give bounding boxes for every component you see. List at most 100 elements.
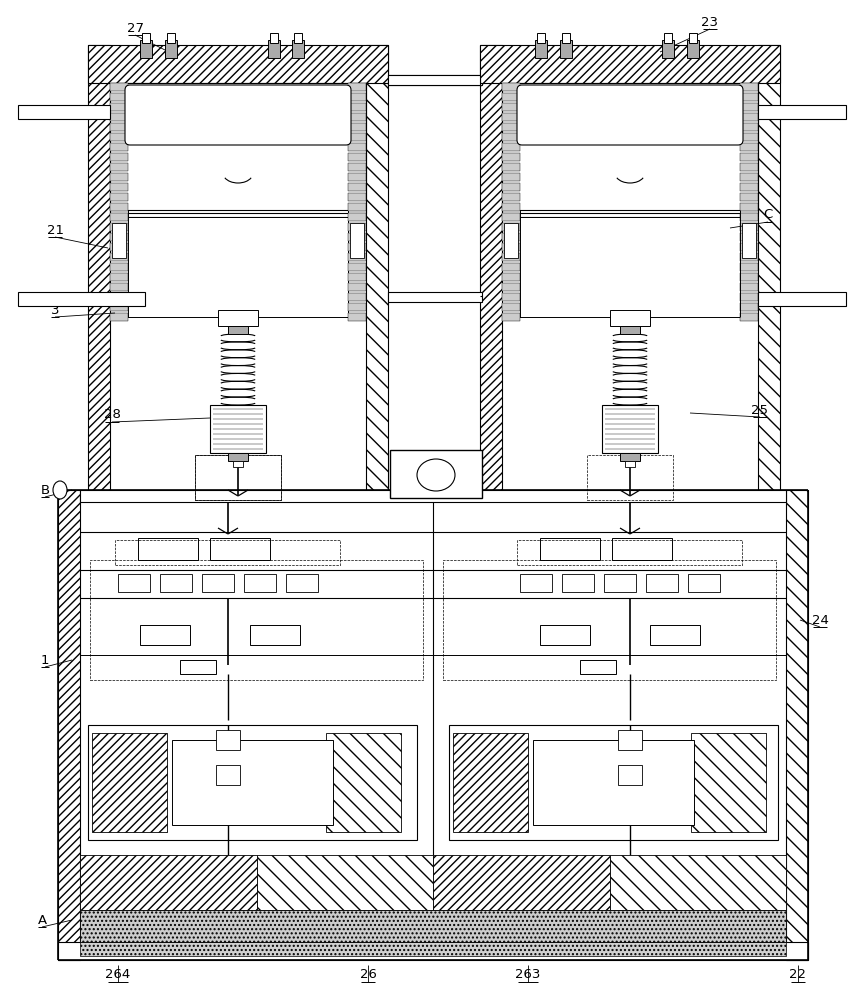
Bar [740,303,758,311]
Bar [388,75,480,85]
Bar [110,303,128,311]
Bar [502,163,520,171]
Text: 3: 3 [51,304,59,316]
Bar [502,123,520,131]
Bar [610,855,786,910]
Bar [443,560,776,680]
Bar [502,253,520,261]
Text: 263: 263 [515,968,540,982]
Bar [216,730,240,750]
Bar [165,40,177,58]
Bar [433,855,610,910]
Bar [740,143,758,151]
Bar [449,725,778,840]
Bar [540,625,590,645]
Bar [138,538,198,560]
Bar [740,113,758,121]
Bar [366,45,388,495]
Bar [348,153,366,161]
Bar [110,233,128,241]
Bar [112,223,126,258]
Bar [625,461,635,467]
Bar [142,33,150,43]
Bar [110,183,128,191]
Bar [610,310,650,326]
Bar [687,40,699,58]
Bar [348,283,366,291]
Bar [691,733,766,832]
Bar [195,455,281,500]
Bar [210,538,270,560]
Bar [604,574,636,592]
Bar [140,625,190,645]
Bar [140,40,152,58]
Bar [110,283,128,291]
Bar [110,213,128,221]
Bar [740,233,758,241]
Bar [110,133,128,141]
Bar [348,213,366,221]
Bar [646,574,678,592]
Bar [587,455,673,500]
Bar [110,103,128,111]
Text: B: B [41,484,49,496]
Bar [740,163,758,171]
Bar [348,93,366,101]
Bar [348,293,366,301]
Bar [740,123,758,131]
Bar [88,725,417,840]
Ellipse shape [417,459,455,491]
Text: 24: 24 [811,613,829,626]
Bar [612,538,672,560]
Text: C: C [763,209,772,222]
Bar [80,942,786,956]
Bar [110,153,128,161]
Bar [560,40,572,58]
Bar [517,540,742,565]
Bar [228,326,248,334]
Bar [502,223,520,231]
Bar [80,490,786,502]
Bar [740,253,758,261]
Bar [758,45,780,495]
Bar [350,223,364,258]
Bar [388,292,482,302]
Text: 28: 28 [104,408,120,422]
Bar [688,574,720,592]
Bar [740,133,758,141]
Bar [172,740,333,825]
Bar [110,217,366,317]
Bar [502,83,758,213]
Bar [228,453,248,461]
Bar [110,223,128,231]
Bar [348,143,366,151]
Bar [535,40,547,58]
Bar [740,243,758,251]
Bar [740,213,758,221]
Bar [502,193,520,201]
Bar [740,203,758,211]
Bar [348,83,366,91]
Bar [740,103,758,111]
Bar [210,405,266,453]
Text: 23: 23 [701,15,719,28]
Bar [502,243,520,251]
Bar [110,83,366,213]
Bar [202,574,234,592]
Bar [504,223,518,258]
Bar [620,453,640,461]
Bar [326,733,401,832]
Bar [537,33,545,43]
Bar [110,123,128,131]
Bar [115,540,340,565]
Bar [110,113,128,121]
Bar [740,273,758,281]
Bar [502,273,520,281]
Bar [110,143,128,151]
Bar [620,326,640,334]
Bar [294,33,302,43]
Bar [268,40,280,58]
Bar [110,293,128,301]
Bar [740,293,758,301]
Bar [348,223,366,231]
